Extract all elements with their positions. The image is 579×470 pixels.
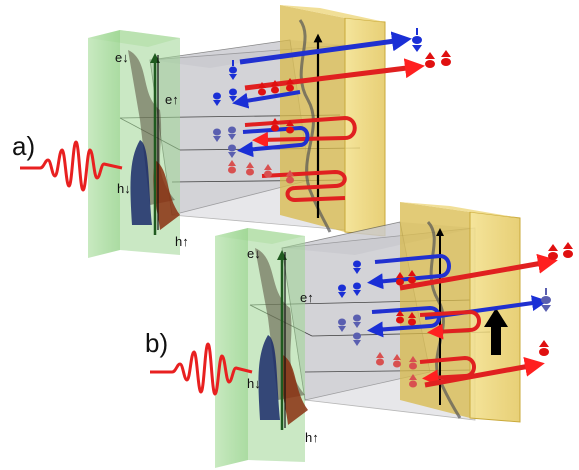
panel-b-light-pulse bbox=[150, 342, 253, 396]
panel-b-dos-down bbox=[258, 335, 280, 420]
panel-a-red-loop-2 bbox=[261, 169, 347, 203]
panel-b-e-down-label: e↓ bbox=[247, 246, 261, 261]
spin-up-icon bbox=[286, 78, 294, 92]
spin-up-icon bbox=[396, 310, 404, 324]
spin-up-icon bbox=[286, 120, 294, 134]
panel-b-dos-electron bbox=[255, 248, 305, 400]
spin-down-icon bbox=[228, 126, 236, 140]
spin-down-icon bbox=[353, 282, 361, 296]
panel-a-spin-glyphs bbox=[213, 28, 451, 184]
spin-up-icon bbox=[246, 162, 254, 176]
panel-a-red-loop-1 bbox=[244, 115, 357, 148]
panel-b-magnetization-arrow bbox=[484, 308, 508, 355]
spin-down-icon bbox=[338, 318, 346, 332]
spin-up-icon bbox=[376, 352, 384, 366]
panel-b-blue-loop-top bbox=[367, 253, 451, 290]
spin-down-icon bbox=[353, 314, 361, 328]
panel-a-h-down-label: h↓ bbox=[117, 181, 131, 196]
spin-up-icon bbox=[286, 170, 294, 184]
panel-a-e-up-label: e↑ bbox=[165, 92, 179, 107]
panel-a-dos-down bbox=[130, 140, 152, 225]
spin-up-icon bbox=[264, 164, 272, 178]
panel-b-h-down-label: h↓ bbox=[247, 376, 261, 391]
spin-down-icon bbox=[229, 88, 237, 102]
panel-a-light-pulse bbox=[20, 140, 123, 192]
panel-a-label: a) bbox=[12, 131, 35, 161]
spin-down-icon bbox=[229, 60, 237, 80]
panel-a-e-down-label: e↓ bbox=[115, 50, 129, 65]
panel-a-dos-up bbox=[153, 160, 180, 230]
spin-up-icon bbox=[396, 272, 404, 286]
spin-up-icon bbox=[393, 354, 401, 368]
panel-b-dos-up bbox=[281, 355, 308, 425]
panel-b-h-up-label: h↑ bbox=[305, 430, 319, 445]
panel-a-blue-transmit-arrow bbox=[239, 31, 412, 65]
spin-up-icon bbox=[408, 270, 416, 284]
spin-down-icon bbox=[353, 332, 361, 346]
spin-down-icon bbox=[338, 284, 346, 298]
panel-b-label: b) bbox=[145, 328, 168, 358]
panel-b: b) e↓ e↑ h↓ h↑ bbox=[145, 202, 573, 468]
spin-up-icon bbox=[271, 80, 279, 94]
spin-up-icon bbox=[409, 356, 417, 370]
spin-up-icon bbox=[441, 50, 451, 66]
panel-b-spin-glyphs bbox=[338, 242, 573, 388]
spin-up-icon bbox=[539, 340, 549, 356]
spin-down-icon bbox=[541, 288, 551, 312]
panel-b-red-loop-mid bbox=[419, 309, 481, 340]
panel-b-red-transmit-arrow bbox=[399, 253, 558, 291]
spin-up-icon bbox=[548, 244, 558, 260]
spin-up-icon bbox=[563, 242, 573, 258]
spin-up-icon bbox=[425, 52, 435, 68]
spin-down-icon bbox=[213, 128, 221, 142]
panel-a: a) e↓ e↑ h↓ h↑ bbox=[12, 5, 451, 258]
panel-a-blue-loop bbox=[237, 125, 310, 158]
panel-a-dos-electron bbox=[128, 50, 175, 205]
spin-up-icon bbox=[271, 118, 279, 132]
panel-a-h-up-label: h↑ bbox=[175, 234, 189, 249]
spin-up-icon bbox=[228, 160, 236, 174]
spin-up-icon bbox=[409, 374, 417, 388]
spin-down-icon bbox=[412, 28, 422, 52]
spin-down-icon bbox=[353, 260, 361, 274]
spin-up-icon bbox=[408, 312, 416, 326]
panel-b-e-up-label: e↑ bbox=[300, 290, 314, 305]
panel-a-blue-reflect-arrow bbox=[232, 90, 301, 109]
spin-down-icon bbox=[213, 92, 221, 106]
panel-b-red-transmit-arrow-bottom bbox=[424, 356, 545, 388]
spin-up-icon bbox=[258, 82, 266, 96]
spin-down-icon bbox=[228, 144, 236, 158]
